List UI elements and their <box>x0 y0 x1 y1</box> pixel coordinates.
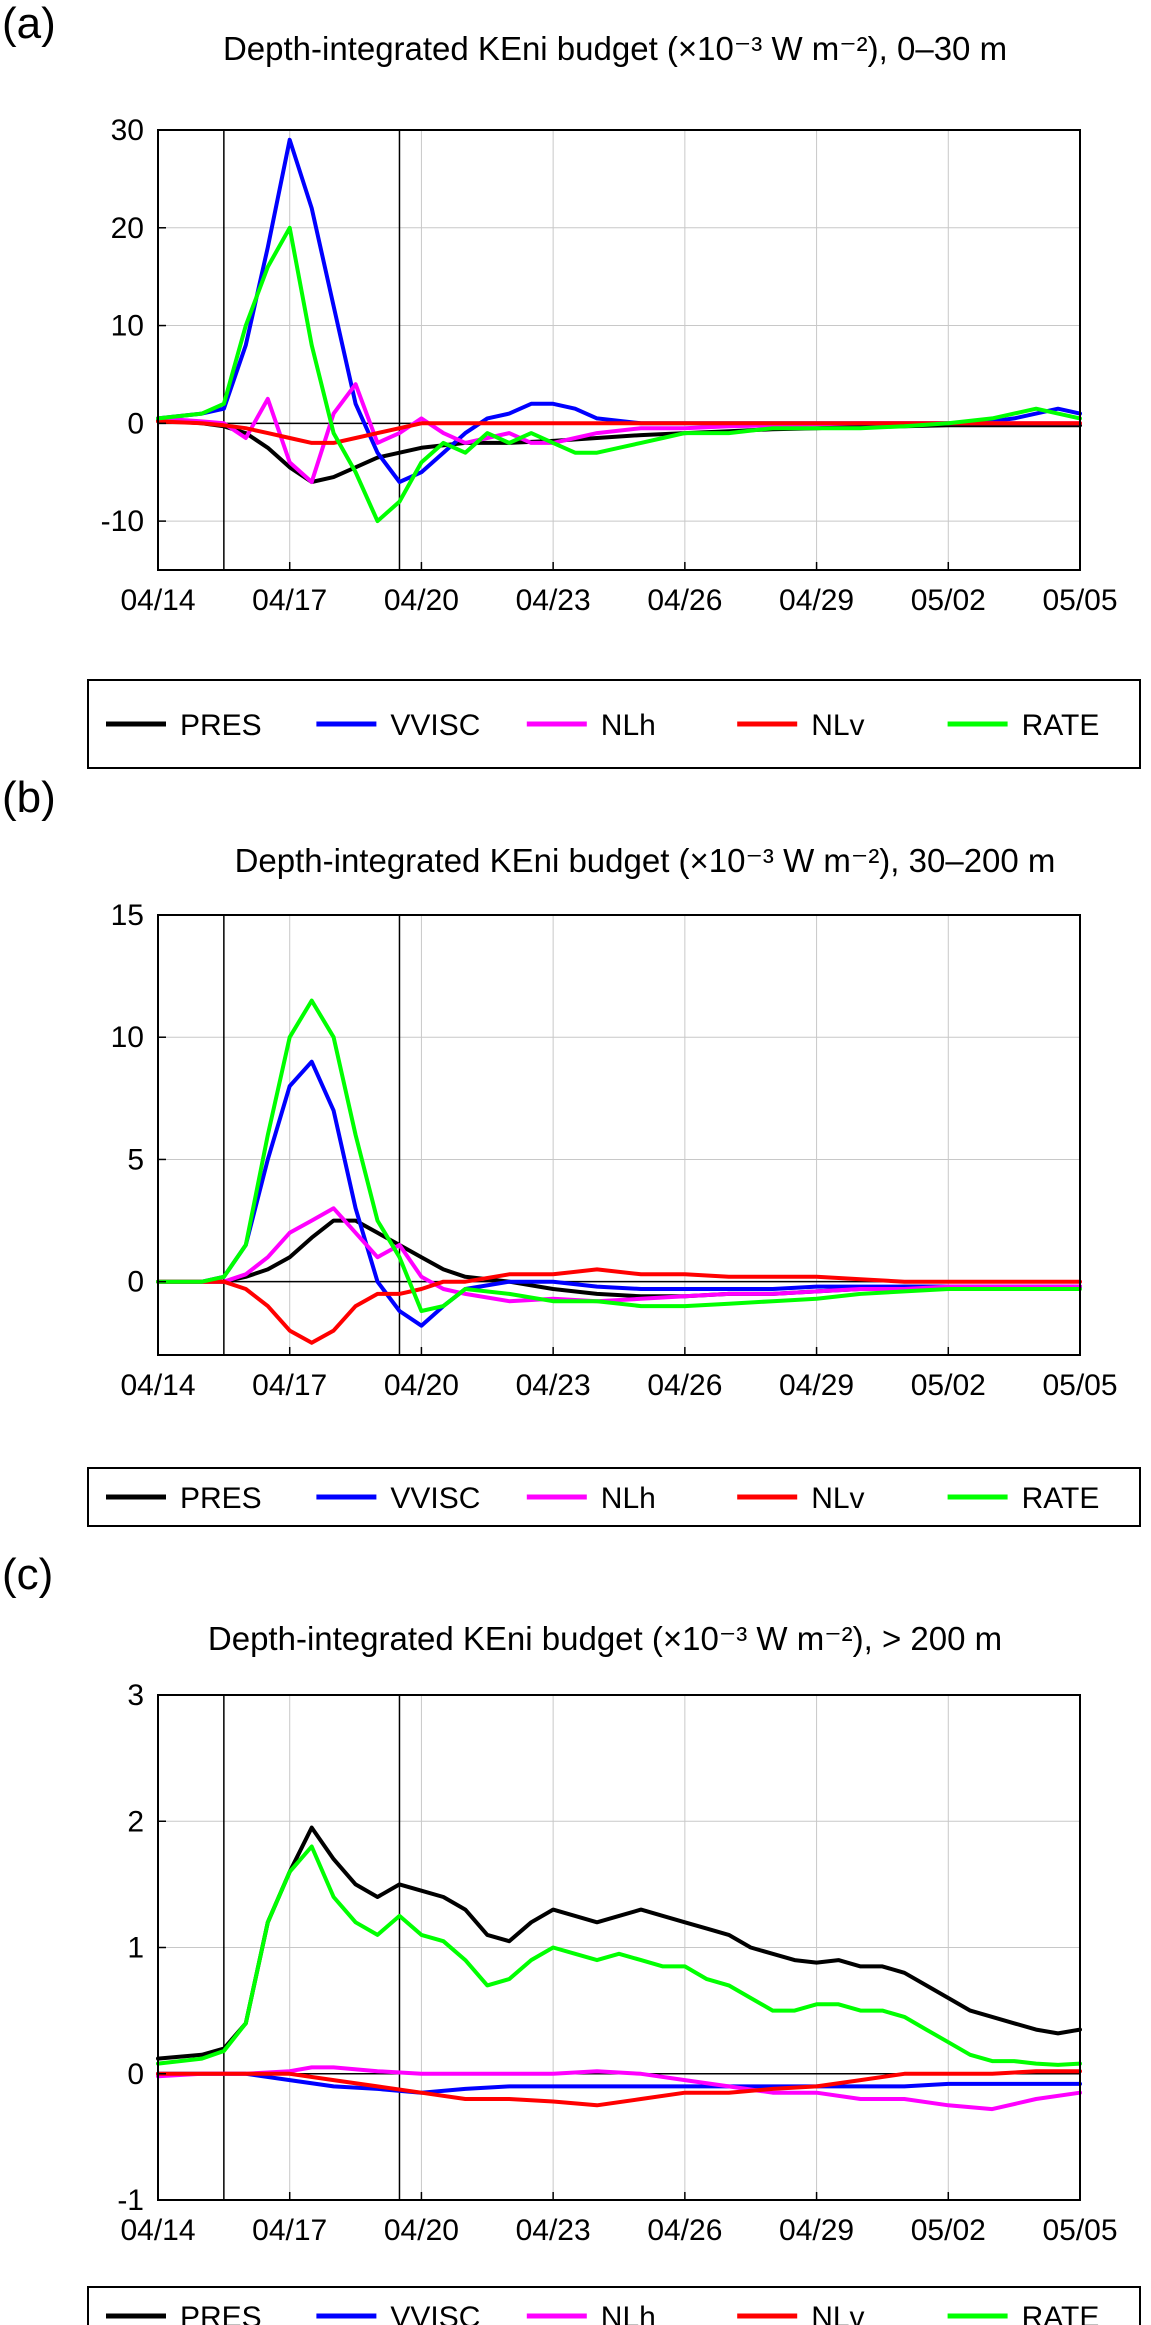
series-line-nlh <box>156 1206 1082 1304</box>
x-tick-label: 04/26 <box>647 584 722 617</box>
chart-svg-c: (c) Depth-integrated KEni budget (×10⁻³ … <box>2 1550 1141 2325</box>
x-tick-label: 04/26 <box>647 2214 722 2247</box>
x-tick-label: 05/05 <box>1042 584 1117 617</box>
x-tick-label: 04/29 <box>779 1369 854 1402</box>
y-tick-label: 0 <box>127 2058 144 2091</box>
series-line-nlh <box>156 2065 1082 2112</box>
legend: PRES VVISC NLh NLv RATE <box>87 1467 1141 1527</box>
x-tick-label: 04/17 <box>252 1369 327 1402</box>
legend-label: VVISC <box>390 709 480 742</box>
legend-label: RATE <box>1022 1482 1100 1515</box>
y-tick-label: 20 <box>111 212 144 245</box>
x-tick-label: 04/23 <box>516 2214 591 2247</box>
plot-area: 04/14 04/17 04/20 04/23 04/26 04/29 05/02 05/05… <box>101 114 1118 617</box>
chart-title: Depth-integrated KEni budget (×10⁻³ W m⁻… <box>223 30 1007 67</box>
x-tick-label: 04/14 <box>120 1369 195 1402</box>
chart-panel-b: (b) Depth-integrated KEni budget (×10⁻³ … <box>0 770 1151 1540</box>
y-tick-label: 10 <box>111 1021 144 1054</box>
y-tick-label: 0 <box>127 407 144 440</box>
series-line-nlv <box>156 1267 1082 1345</box>
legend-box <box>87 2286 1141 2325</box>
legend: PRES VVISC NLh NLv RATE <box>87 679 1141 769</box>
x-tick-label: 05/02 <box>911 2214 986 2247</box>
series-line-vvisc <box>156 1059 1082 1328</box>
x-tick-label: 04/20 <box>384 1369 459 1402</box>
x-tick-label: 04/29 <box>779 2214 854 2247</box>
legend-label: PRES <box>180 709 262 742</box>
plot-area: 04/14 04/17 04/20 04/23 04/26 04/29 05/02 05/05… <box>111 899 1118 1402</box>
y-tick-label: -10 <box>101 505 144 538</box>
series-line-rate <box>156 1844 1082 2067</box>
x-tick-label: 04/20 <box>384 584 459 617</box>
legend-label: NLv <box>811 709 864 742</box>
y-tick-label: 30 <box>111 114 144 147</box>
y-tick-label: 1 <box>127 1932 144 1965</box>
x-tick-label: 04/23 <box>516 1369 591 1402</box>
legend: PRES VVISC NLh NLv RATE <box>87 2286 1141 2325</box>
x-tick-label: 05/02 <box>911 584 986 617</box>
y-tick-label: 5 <box>127 1143 144 1176</box>
y-tick-label: 15 <box>111 899 144 932</box>
x-tick-label: 04/20 <box>384 2214 459 2247</box>
series-line-nlh <box>156 382 1082 484</box>
legend-label: NLv <box>811 2301 864 2325</box>
x-tick-label: 05/05 <box>1042 2214 1117 2247</box>
axes-frame <box>157 914 1081 1356</box>
y-tick-label: 3 <box>127 1679 144 1712</box>
legend-label: NLh <box>601 2301 656 2325</box>
x-tick-label: 04/26 <box>647 1369 722 1402</box>
chart-svg-b: (b) Depth-integrated KEni budget (×10⁻³ … <box>2 773 1141 1527</box>
x-tick-label: 04/29 <box>779 584 854 617</box>
chart-title: Depth-integrated KEni budget (×10⁻³ W m⁻… <box>235 842 1056 879</box>
plot-area: 04/14 04/17 04/20 04/23 04/26 04/29 05/02 05/05… <box>117 1679 1117 2247</box>
legend-label: PRES <box>180 1482 262 1515</box>
x-tick-label: 05/02 <box>911 1369 986 1402</box>
y-tick-label: 0 <box>127 1266 144 1299</box>
series-line-rate <box>156 998 1082 1313</box>
panel-label: (c) <box>2 1550 53 1599</box>
chart-title: Depth-integrated KEni budget (×10⁻³ W m⁻… <box>208 1620 1002 1657</box>
legend-label: RATE <box>1022 2301 1100 2325</box>
series-line-vvisc <box>156 2071 1082 2095</box>
panel-label: (b) <box>2 773 56 822</box>
series-line-pres <box>156 1825 1082 2061</box>
x-tick-label: 04/23 <box>516 584 591 617</box>
x-tick-label: 04/14 <box>120 2214 195 2247</box>
legend-label: NLv <box>811 1482 864 1515</box>
x-tick-label: 04/14 <box>120 584 195 617</box>
axes-frame <box>157 129 1081 571</box>
x-tick-label: 04/17 <box>252 2214 327 2247</box>
chart-svg-a: (a) Depth-integrated KEni budget (×10⁻³ … <box>2 0 1141 769</box>
y-tick-label: 2 <box>127 1805 144 1838</box>
legend-label: RATE <box>1022 709 1100 742</box>
y-tick-label: -1 <box>117 2184 144 2217</box>
panel-label: (a) <box>2 0 56 48</box>
legend-label: VVISC <box>390 2301 480 2325</box>
legend-label: NLh <box>601 709 656 742</box>
series-line-nlv <box>156 2069 1082 2108</box>
y-tick-label: 10 <box>111 310 144 343</box>
series-line-rate <box>156 225 1082 524</box>
series-line-nlv <box>156 419 1082 445</box>
x-tick-label: 04/17 <box>252 584 327 617</box>
legend-label: PRES <box>180 2301 262 2325</box>
chart-panel-a: (a) Depth-integrated KEni budget (×10⁻³ … <box>0 0 1151 769</box>
chart-panel-c: (c) Depth-integrated KEni budget (×10⁻³ … <box>0 1545 1151 2325</box>
x-tick-label: 05/05 <box>1042 1369 1117 1402</box>
legend-label: NLh <box>601 1482 656 1515</box>
legend-label: VVISC <box>390 1482 480 1515</box>
